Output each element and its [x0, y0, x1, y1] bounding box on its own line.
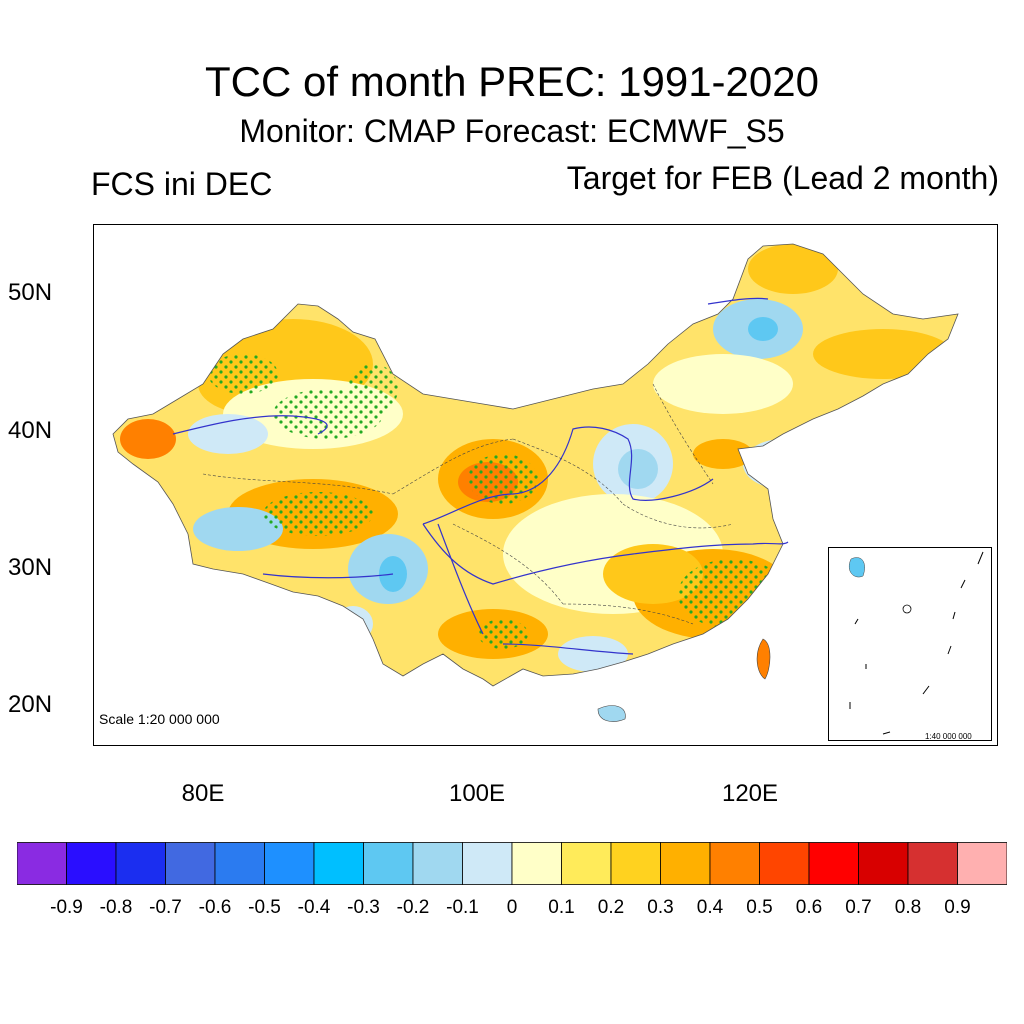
colorbar-tick-label: -0.4 [297, 897, 331, 918]
lat-label-20n: 20N [8, 691, 53, 718]
map-frame [93, 224, 998, 746]
colorbar-tick-label: 0.6 [795, 897, 823, 918]
colorbar-swatch [165, 842, 216, 885]
rivers [172, 297, 789, 655]
colorbar-swatch [858, 842, 909, 885]
colorbar-tick-label: 0.4 [696, 897, 724, 918]
country-border [112, 243, 959, 687]
hainan [597, 705, 626, 722]
target-label: Target for FEB (Lead 2 month) [566, 160, 999, 196]
colorbar-tick-label: 0.5 [746, 897, 773, 918]
colorbar-tick-label: -0.2 [396, 897, 430, 918]
province-borders [202, 383, 734, 625]
colorbar-swatch [808, 842, 859, 885]
colorbar-swatch [264, 842, 315, 885]
colorbar-swatch [561, 842, 612, 885]
lat-label-50n: 50N [8, 279, 53, 306]
colorbar-swatch [66, 842, 117, 885]
colorbar-tick-label: -0.7 [149, 897, 182, 918]
colorbar [17, 842, 1007, 885]
china-map [93, 224, 998, 746]
colorbar-swatch [462, 842, 513, 885]
map-scale: Scale 1:20 000 000 [99, 711, 220, 727]
lon-label-120e: 120E [721, 780, 779, 807]
chart-subtitle: Monitor: CMAP Forecast: ECMWF_S5 [239, 113, 785, 149]
chart-title: TCC of month PREC: 1991-2020 [205, 58, 819, 105]
colorbar-swatch [214, 842, 265, 885]
colorbar-swatch [957, 842, 1007, 885]
colorbar-swatch [17, 842, 67, 885]
lon-label-80e: 80E [181, 780, 225, 807]
colorbar-tick-label: -0.9 [50, 897, 83, 918]
initialization-label: FCS ini DEC [91, 166, 273, 202]
lon-label-100e: 100E [448, 780, 506, 807]
colorbar-swatch [907, 842, 958, 885]
colorbar-swatch [610, 842, 661, 885]
colorbar-tick-label: -0.3 [347, 897, 380, 918]
taiwan [756, 638, 771, 680]
colorbar-tick-label: -0.1 [446, 897, 479, 918]
inset-map [828, 547, 992, 741]
lat-label-30n: 30N [8, 554, 53, 581]
inset-map-scale: 1:40 000 000 [925, 732, 972, 741]
colorbar-tick-label: 0.9 [944, 897, 971, 918]
colorbar-tick-label: -0.8 [99, 897, 133, 918]
colorbar-tick-label: 0.3 [647, 897, 674, 918]
colorbar-swatch [313, 842, 364, 885]
colorbar-tick-label: 0.7 [845, 897, 872, 918]
colorbar-swatch [511, 842, 562, 885]
lat-label-40n: 40N [8, 417, 53, 444]
colorbar-tick-label: 0 [506, 897, 518, 918]
colorbar-tick-label: 0.1 [548, 897, 575, 918]
colorbar-tick-label: -0.6 [198, 897, 232, 918]
colorbar-swatch [759, 842, 810, 885]
colorbar-tick-label: 0.2 [597, 897, 625, 918]
colorbar-tick-label: -0.5 [248, 897, 281, 918]
colorbar-swatch [660, 842, 711, 885]
colorbar-swatch [363, 842, 414, 885]
colorbar-swatch [115, 842, 166, 885]
colorbar-swatch [709, 842, 760, 885]
colorbar-tick-label: 0.8 [894, 897, 922, 918]
colorbar-swatch [412, 842, 463, 885]
